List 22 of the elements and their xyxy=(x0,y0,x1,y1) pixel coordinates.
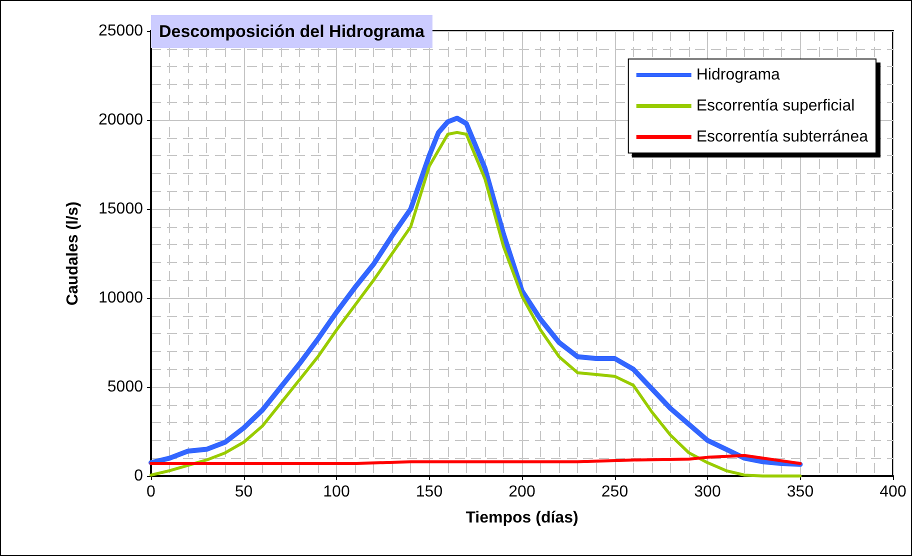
legend-label: Hidrograma xyxy=(696,66,780,84)
x-tick-label: 100 xyxy=(323,484,350,500)
y-tick-label: 20000 xyxy=(98,112,144,128)
y-tick-label: 15000 xyxy=(98,200,144,218)
y-tick-label: 10000 xyxy=(98,290,144,306)
line-series xyxy=(150,454,802,466)
x-tick-label: 50 xyxy=(234,484,253,500)
x-tick-label: 150 xyxy=(416,484,443,500)
x-tick-label: 400 xyxy=(880,484,906,500)
x-tick-label: 200 xyxy=(508,484,536,500)
x-tick-label: 0 xyxy=(146,484,156,500)
legend-label: Escorrentía superficial xyxy=(696,98,855,114)
x-tick-label: 300 xyxy=(694,484,721,500)
y-tick-label: 0 xyxy=(134,468,144,484)
x-axis-title: Tiempos (días) xyxy=(466,510,578,526)
y-axis-title: Caudales (l/s) xyxy=(64,201,82,306)
legend-label: Escorrentía subterránea xyxy=(696,128,868,146)
y-tick-label: 25000 xyxy=(98,22,144,40)
chart-title: Descomposición del Hidrograma xyxy=(159,22,425,41)
x-tick-label: 350 xyxy=(786,484,814,500)
x-tick-label: 250 xyxy=(601,484,628,500)
y-tick-label: 5000 xyxy=(107,378,144,396)
